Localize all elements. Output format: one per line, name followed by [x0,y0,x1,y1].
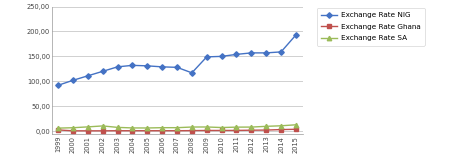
Exchange Rate Ghana [248,129,254,131]
Exchange Rate Ghana [70,130,76,132]
Exchange Rate SA [219,126,225,128]
Exchange Rate NIG [100,70,106,72]
Exchange Rate Ghana [189,130,195,132]
Exchange Rate NIG [204,56,210,58]
Exchange Rate NIG [115,66,120,68]
Exchange Rate SA [129,127,135,129]
Exchange Rate Ghana [145,130,150,132]
Exchange Rate Ghana [264,129,269,131]
Exchange Rate Ghana [129,130,135,132]
Exchange Rate NIG [278,51,284,53]
Exchange Rate SA [264,125,269,127]
Exchange Rate NIG [293,34,299,36]
Exchange Rate NIG [85,75,91,77]
Exchange Rate NIG [174,66,180,68]
Exchange Rate Ghana [159,130,165,132]
Exchange Rate Ghana [115,130,120,132]
Exchange Rate Ghana [55,129,61,131]
Exchange Rate NIG [129,64,135,66]
Exchange Rate NIG [189,72,195,74]
Exchange Rate SA [159,127,165,129]
Exchange Rate NIG [264,52,269,54]
Exchange Rate Ghana [85,130,91,132]
Exchange Rate NIG [234,53,239,55]
Exchange Rate Ghana [278,129,284,131]
Exchange Rate SA [278,125,284,127]
Exchange Rate Ghana [293,128,299,130]
Exchange Rate SA [70,127,76,129]
Exchange Rate SA [145,127,150,129]
Exchange Rate NIG [70,79,76,81]
Exchange Rate SA [293,124,299,126]
Exchange Rate NIG [55,84,61,86]
Exchange Rate Ghana [204,129,210,131]
Exchange Rate SA [248,126,254,128]
Exchange Rate Ghana [100,130,106,132]
Exchange Rate SA [55,127,61,129]
Exchange Rate NIG [248,52,254,54]
Line: Exchange Rate Ghana: Exchange Rate Ghana [56,127,298,133]
Exchange Rate Ghana [219,129,225,131]
Exchange Rate SA [204,126,210,128]
Exchange Rate SA [115,126,120,128]
Exchange Rate SA [234,126,239,128]
Exchange Rate SA [189,126,195,128]
Line: Exchange Rate SA: Exchange Rate SA [56,123,298,130]
Exchange Rate SA [174,127,180,129]
Exchange Rate NIG [145,65,150,67]
Exchange Rate SA [85,126,91,128]
Exchange Rate NIG [159,66,165,68]
Exchange Rate NIG [219,55,225,57]
Legend: Exchange Rate NIG, Exchange Rate Ghana, Exchange Rate SA: Exchange Rate NIG, Exchange Rate Ghana, … [317,8,425,46]
Exchange Rate Ghana [234,129,239,131]
Line: Exchange Rate NIG: Exchange Rate NIG [56,33,298,87]
Exchange Rate Ghana [174,130,180,132]
Exchange Rate SA [100,125,106,127]
